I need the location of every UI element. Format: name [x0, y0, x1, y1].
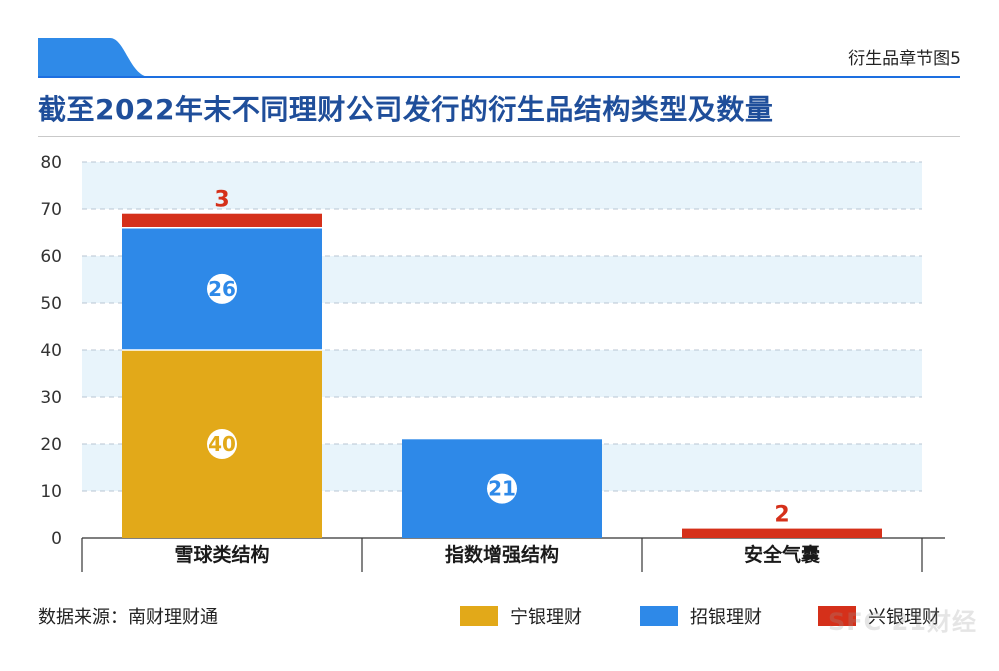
y-tick-label: 40 [40, 341, 62, 361]
legend-item-ningyin: 宁银理财 [460, 603, 582, 629]
chart-title: 截至2022年末不同理财公司发行的衍生品结构类型及数量 [38, 93, 774, 126]
grid-band [82, 162, 922, 209]
title-divider [38, 136, 960, 137]
legend-item-xingyin: 兴银理财 [818, 603, 940, 629]
bar-segment [122, 213, 322, 228]
data-label: 40 [208, 432, 236, 456]
data-label-badge [207, 429, 237, 459]
y-tick-label: 0 [51, 529, 62, 549]
header-band [38, 38, 150, 77]
y-tick-label: 70 [40, 200, 62, 220]
x-category-label: 安全气囊 [744, 543, 821, 566]
y-tick-label: 60 [40, 247, 62, 267]
data-label: 26 [208, 277, 236, 301]
data-label: 2 [774, 503, 789, 528]
y-tick-label: 20 [40, 435, 62, 455]
x-category-label: 指数增强结构 [445, 543, 559, 566]
plot-area: 0 10 20 30 40 50 60 70 80 雪球类结构 指数增强结构 安全气囊 40 26 3 21 2 [40, 153, 945, 572]
y-tick-label: 80 [40, 153, 62, 173]
data-label: 3 [214, 188, 229, 213]
legend-label: 招银理财 [690, 607, 762, 628]
legend-label: 宁银理财 [510, 607, 582, 628]
legend-swatch [640, 606, 678, 626]
data-label-badge [207, 273, 237, 304]
y-tick-label: 10 [40, 482, 62, 502]
section-label: 衍生品章节图5 [848, 49, 961, 69]
legend-swatch [460, 606, 498, 626]
data-label: 21 [488, 477, 516, 501]
data-label-badge [487, 473, 517, 504]
legend-swatch [818, 606, 856, 626]
data-source: 数据来源：南财理财通 [38, 607, 218, 628]
y-tick-label: 50 [40, 294, 62, 314]
bar-segment [682, 528, 882, 538]
legend-label: 兴银理财 [868, 607, 940, 628]
y-tick-label: 30 [40, 388, 62, 408]
watermark-logo: SFC 21财经 [827, 608, 977, 636]
x-category-label: 雪球类结构 [174, 543, 269, 566]
legend-item-zhaoyin: 招银理财 [640, 603, 762, 629]
